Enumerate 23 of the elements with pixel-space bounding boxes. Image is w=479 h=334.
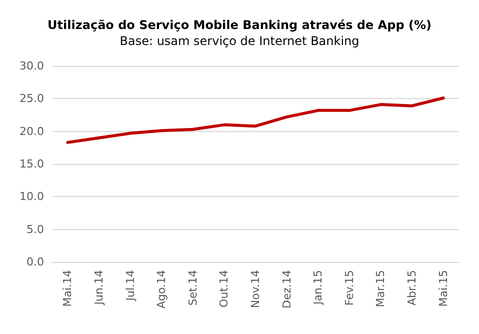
line-series bbox=[66, 96, 445, 144]
x-tick-label: Mai.15 bbox=[436, 270, 450, 307]
x-tick-label: Jul.14 bbox=[124, 270, 137, 302]
y-tick-label: 5.0 bbox=[26, 222, 44, 236]
x-tick-label: Mar.15 bbox=[374, 270, 388, 308]
y-tick-label: 10.0 bbox=[20, 190, 44, 204]
x-tick-label: Jan.15 bbox=[312, 270, 325, 306]
x-tick-label: Abr.15 bbox=[406, 270, 419, 306]
x-tick-label: Mai.14 bbox=[61, 270, 74, 307]
x-tick-label: Ago.14 bbox=[155, 270, 168, 309]
chart-title: Utilização do Serviço Mobile Banking através de App (%) bbox=[48, 18, 432, 32]
y-tick-label: 30.0 bbox=[20, 60, 44, 72]
y-tick-label: 20.0 bbox=[20, 124, 44, 138]
x-tick-label: Fev.15 bbox=[342, 270, 356, 306]
x-tick-label: Set.14 bbox=[186, 270, 200, 306]
x-tick-label: Jun.14 bbox=[92, 270, 106, 306]
x-tick-label: Out.14 bbox=[218, 270, 231, 308]
y-tick-label: 15.0 bbox=[20, 158, 44, 170]
chart-subtitle: Base: usam serviço de Internet Banking bbox=[120, 34, 360, 48]
x-tick-label: Nov.14 bbox=[249, 270, 262, 308]
x-tick-label: Dez.14 bbox=[280, 270, 294, 309]
y-tick-label: 0.0 bbox=[26, 256, 44, 268]
y-tick-label: 25.0 bbox=[20, 92, 44, 106]
